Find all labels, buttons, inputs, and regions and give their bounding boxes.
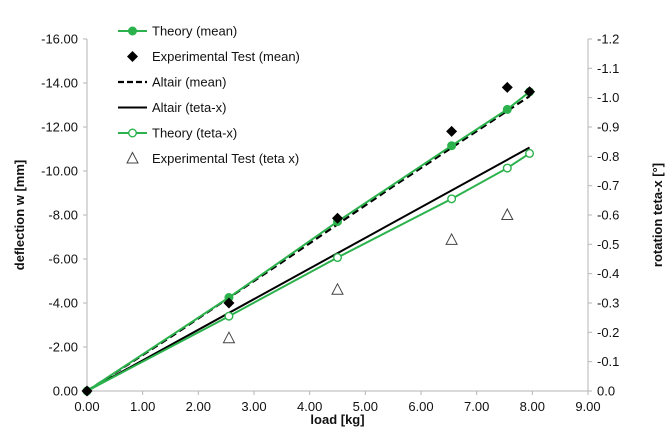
legend-entry: Theory (teta-x) [118,126,237,141]
legend-label: Experimental Test (mean) [152,49,300,64]
series-4 [82,148,535,396]
x-tick-label: 0.00 [74,399,99,414]
y2-tick-label: -0.2 [597,325,619,340]
data-point [445,232,458,245]
x-tick-label: 9.00 [575,399,600,414]
data-point [500,207,514,220]
legend-swatch-marker [127,51,138,62]
x-tick-label: 4.00 [297,399,322,414]
y-tick-label: -2.00 [48,340,78,355]
data-point [223,297,235,309]
x-tick-label: 2.00 [186,399,211,414]
y-axis-title: deflection w [mm] [12,160,27,271]
y-tick-label: -4.00 [48,296,78,311]
data-point [501,81,513,93]
legend-swatch-marker [128,26,137,36]
series-line [86,91,531,392]
x-tick-label: 1.00 [130,399,155,414]
y2-tick-label: -0.7 [597,178,619,193]
data-point [222,331,236,344]
y-tick-label: -8.00 [48,208,78,223]
data-point [333,253,343,263]
legend-swatch-marker [127,128,137,138]
x-tick-label: 5.00 [353,399,378,414]
legend-entry: Experimental Test (mean) [127,49,300,64]
series-line [86,146,531,392]
y-tick-label: -12.00 [41,120,78,135]
y-tick-label: -14.00 [41,76,78,91]
legend-swatch-marker [126,151,139,164]
legend-entry: Altair (mean) [118,75,226,90]
legend-label: Theory (mean) [152,24,237,39]
data-point [447,141,457,151]
y2-tick-label: -0.3 [597,296,619,311]
series-5 [222,207,514,344]
y2-tick-label: -0.5 [597,237,619,252]
y-tick-label: -10.00 [41,164,78,179]
y2-tick-label: -0.6 [597,208,619,223]
series-1 [81,81,536,397]
axes: 0.00 1.00 2.00 3.00 4.00 5.00 6.00 7.00 8.00 9.00… [12,32,665,428]
y2-tick-label: -0.1 [597,354,619,369]
data-point [332,212,343,224]
data-point [446,125,458,137]
data-point [502,163,512,173]
data-point [502,104,512,114]
legend-entry: Theory (mean) [118,24,237,39]
data-point [447,194,457,204]
legend-entry: Altair (teta-x) [118,100,226,115]
legend-label: Experimental Test (teta x) [152,151,299,166]
y2-axis-title: rotation teta-x [°] [650,163,665,267]
series-line [86,152,531,392]
legend-label: Theory (teta-x) [152,126,237,141]
y-tick-label: -16.00 [41,32,78,47]
data-point [525,148,535,158]
x-tick-label: 7.00 [464,399,489,414]
y-tick-label: -6.00 [48,252,78,267]
data-point [224,311,234,321]
x-axis-title: load [kg] [310,412,364,427]
series-0 [82,87,535,396]
series-3 [86,146,531,392]
y2-tick-label: -0.4 [597,266,619,281]
series-layer [81,81,536,397]
legend-label: Altair (mean) [152,75,226,90]
x-tick-label: 8.00 [520,399,545,414]
y2-tick-label: -1.0 [597,90,619,105]
legend: Theory (mean) Experimental Test (mean) Alt… [118,24,300,166]
legend-entry: Experimental Test (teta x) [126,151,299,166]
y2-tick-label: -0.8 [597,149,619,164]
x-tick-label: 6.00 [408,399,433,414]
y2-tick-label: -0.9 [597,120,619,135]
y-tick-label: 0.00 [53,384,78,399]
y2-tick-label: -1.1 [597,61,619,76]
x-tick-label: 3.00 [241,399,266,414]
legend-label: Altair (teta-x) [152,100,226,115]
y2-tick-label: -1.2 [597,32,619,47]
data-point [524,86,536,98]
y2-tick-label: 0.0 [597,384,615,399]
data-point [331,282,344,295]
data-point [81,385,93,397]
